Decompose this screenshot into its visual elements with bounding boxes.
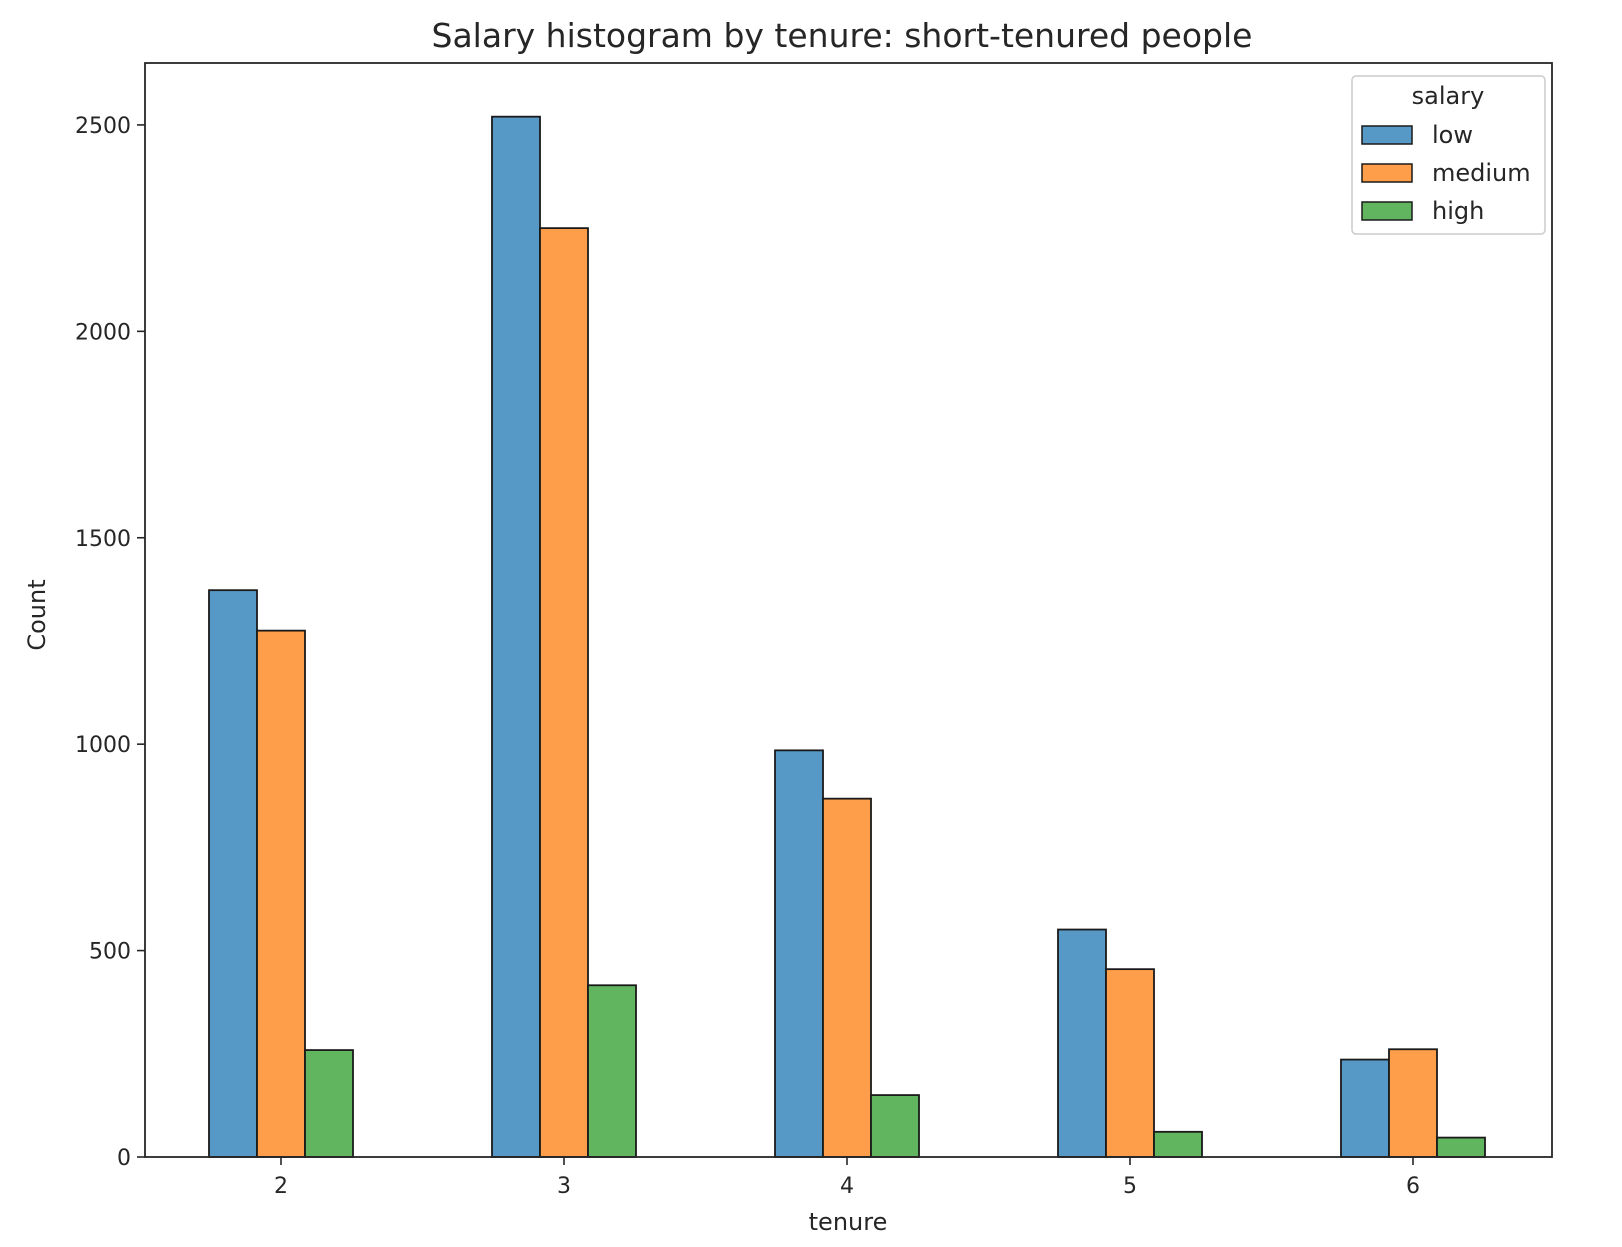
legend: salary low medium high bbox=[1351, 75, 1546, 235]
bar-medium-tenure-3 bbox=[539, 227, 589, 1158]
bar-medium-tenure-6 bbox=[1388, 1048, 1438, 1158]
bar-low-tenure-2 bbox=[208, 589, 258, 1158]
legend-swatch-medium bbox=[1361, 163, 1413, 183]
legend-swatch-low bbox=[1361, 125, 1413, 145]
x-tick-label: 3 bbox=[557, 1174, 571, 1199]
bar-medium-tenure-5 bbox=[1105, 968, 1155, 1158]
plot-frame bbox=[144, 62, 1553, 1158]
bar-low-tenure-4 bbox=[774, 749, 824, 1158]
x-axis: 2 3 4 5 6 bbox=[274, 1157, 1420, 1199]
x-tick-label: 6 bbox=[1406, 1174, 1420, 1199]
bar-high-tenure-2 bbox=[304, 1049, 354, 1158]
chart-title: Salary histogram by tenure: short-tenure… bbox=[432, 16, 1253, 55]
legend-label-high: high bbox=[1432, 197, 1484, 225]
x-tick-label: 4 bbox=[840, 1174, 854, 1199]
y-tick-label: 2500 bbox=[75, 114, 131, 139]
legend-box bbox=[1351, 75, 1546, 235]
bar-high-tenure-5 bbox=[1153, 1130, 1203, 1158]
bar-low-tenure-6 bbox=[1340, 1058, 1390, 1158]
bar-low-tenure-5 bbox=[1057, 928, 1107, 1158]
y-axis-label: Count bbox=[23, 579, 51, 650]
legend-label-low: low bbox=[1432, 121, 1473, 149]
legend-items: low medium high bbox=[1361, 121, 1531, 225]
y-tick-label: 0 bbox=[117, 1146, 131, 1171]
legend-title: salary bbox=[1412, 82, 1485, 110]
y-axis: 0 500 1000 1500 2000 2500 bbox=[75, 114, 145, 1171]
x-tick-label: 5 bbox=[1123, 1174, 1137, 1199]
bar-high-tenure-3 bbox=[587, 984, 637, 1158]
bar-high-tenure-6 bbox=[1436, 1136, 1486, 1158]
x-tick-label: 2 bbox=[274, 1174, 288, 1199]
bar-medium-tenure-4 bbox=[822, 797, 872, 1158]
x-axis-label: tenure bbox=[809, 1208, 888, 1236]
y-tick-label: 1000 bbox=[75, 733, 131, 758]
bar-high-tenure-4 bbox=[870, 1094, 920, 1158]
y-tick-label: 500 bbox=[89, 940, 131, 965]
bar-medium-tenure-2 bbox=[256, 629, 306, 1158]
legend-label-medium: medium bbox=[1432, 159, 1531, 187]
y-tick-label: 2000 bbox=[75, 320, 131, 345]
bars-layer bbox=[208, 115, 1486, 1158]
y-tick-label: 1500 bbox=[75, 527, 131, 552]
legend-swatch-high bbox=[1361, 201, 1413, 221]
bar-low-tenure-3 bbox=[491, 115, 541, 1158]
